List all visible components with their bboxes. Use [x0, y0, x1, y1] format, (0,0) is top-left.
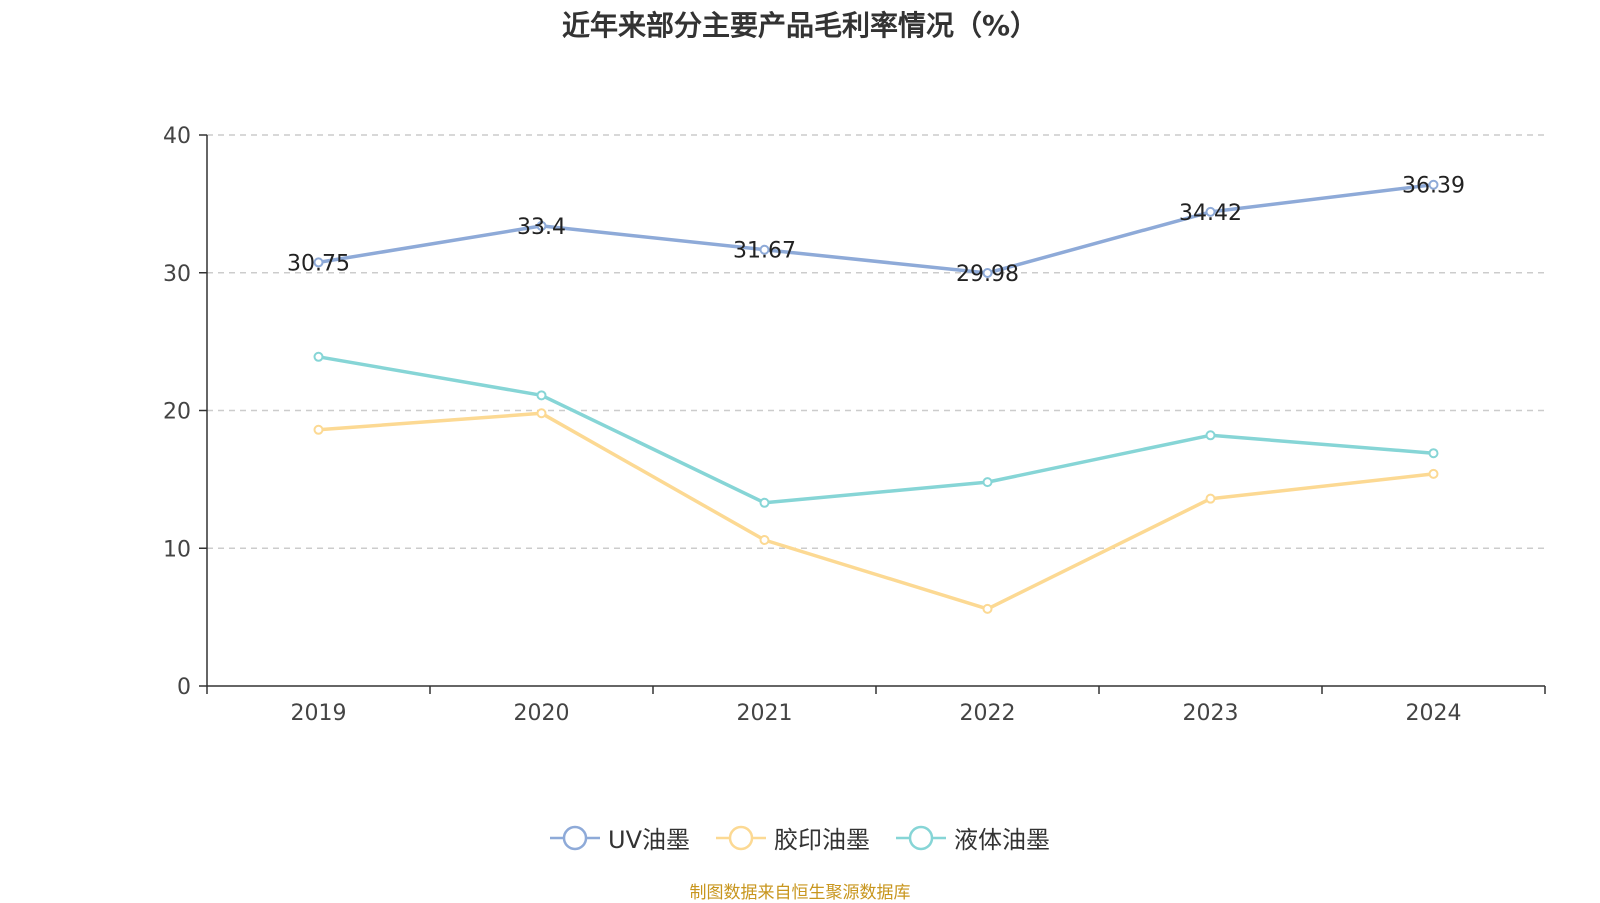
data-point[interactable] [536, 390, 547, 401]
x-tick-label-2019: 2019 [291, 701, 347, 726]
x-tick-label-2020: 2020 [514, 701, 570, 726]
data-point[interactable] [1428, 448, 1439, 459]
data-point[interactable] [1205, 430, 1216, 441]
legend-marker [728, 825, 754, 850]
data-point[interactable] [1205, 493, 1216, 504]
legend-item-1[interactable]: 胶印油墨 [715, 820, 870, 855]
x-tick-label-2023: 2023 [1183, 701, 1239, 726]
y-tick-label: 20 [163, 400, 191, 425]
data-point[interactable] [536, 220, 547, 231]
legend-swatch [895, 825, 946, 850]
legend: UV油墨 胶印油墨 液体油墨 [0, 820, 1600, 855]
y-tick-label: 10 [163, 537, 191, 562]
data-label: 31.67 [733, 239, 796, 264]
data-label: 34.42 [1179, 201, 1242, 226]
data-point[interactable] [982, 477, 993, 488]
y-tick-label: 40 [163, 124, 191, 149]
legend-label: 胶印油墨 [773, 826, 870, 854]
legend-item-2[interactable]: 液体油墨 [895, 820, 1050, 855]
data-point[interactable] [313, 257, 324, 268]
data-point[interactable] [313, 351, 324, 362]
y-tick-label: 30 [163, 262, 191, 287]
legend-swatch [715, 825, 766, 850]
legend-item-0[interactable]: UV油墨 [550, 820, 690, 855]
data-point[interactable] [536, 408, 547, 419]
data-label: 36.39 [1402, 174, 1465, 199]
x-tick-label-2022: 2022 [960, 701, 1016, 726]
series-line-0 [316, 182, 1436, 275]
series-line-2 [316, 355, 1436, 505]
data-point[interactable] [1428, 468, 1439, 479]
data-point[interactable] [982, 268, 993, 279]
legend-label: UV油墨 [608, 826, 690, 854]
x-tick-label-2021: 2021 [737, 701, 793, 726]
data-point[interactable] [759, 534, 770, 545]
source-note: 制图数据来自恒生聚源数据库 [689, 883, 911, 903]
data-point[interactable] [982, 603, 993, 614]
data-label: 30.75 [287, 251, 350, 276]
axes: 0 10 20 30 40 2019 2020 2021 2022 2023 2024 [163, 124, 1546, 726]
x-tick-label-2024: 2024 [1406, 701, 1462, 726]
series-lines [313, 179, 1439, 614]
y-tick-label: 0 [177, 675, 191, 700]
data-point[interactable] [1428, 179, 1439, 190]
legend-marker [908, 825, 934, 850]
series-line-1 [316, 411, 1436, 611]
data-point[interactable] [313, 424, 324, 435]
legend-marker [562, 825, 588, 850]
data-point[interactable] [759, 244, 770, 255]
data-label: 33.4 [517, 215, 566, 240]
data-point[interactable] [1205, 206, 1216, 217]
legend-swatch [550, 825, 600, 850]
data-labels: 30.75 33.4 31.67 29.98 34.42 36.39 [287, 174, 1465, 287]
legend-label: 液体油墨 [953, 826, 1050, 854]
data-point[interactable] [759, 497, 770, 508]
grid-lines [207, 134, 1545, 549]
data-label: 29.98 [956, 262, 1019, 287]
chart-title: 近年来部分主要产品毛利率情况（%） [561, 9, 1039, 42]
